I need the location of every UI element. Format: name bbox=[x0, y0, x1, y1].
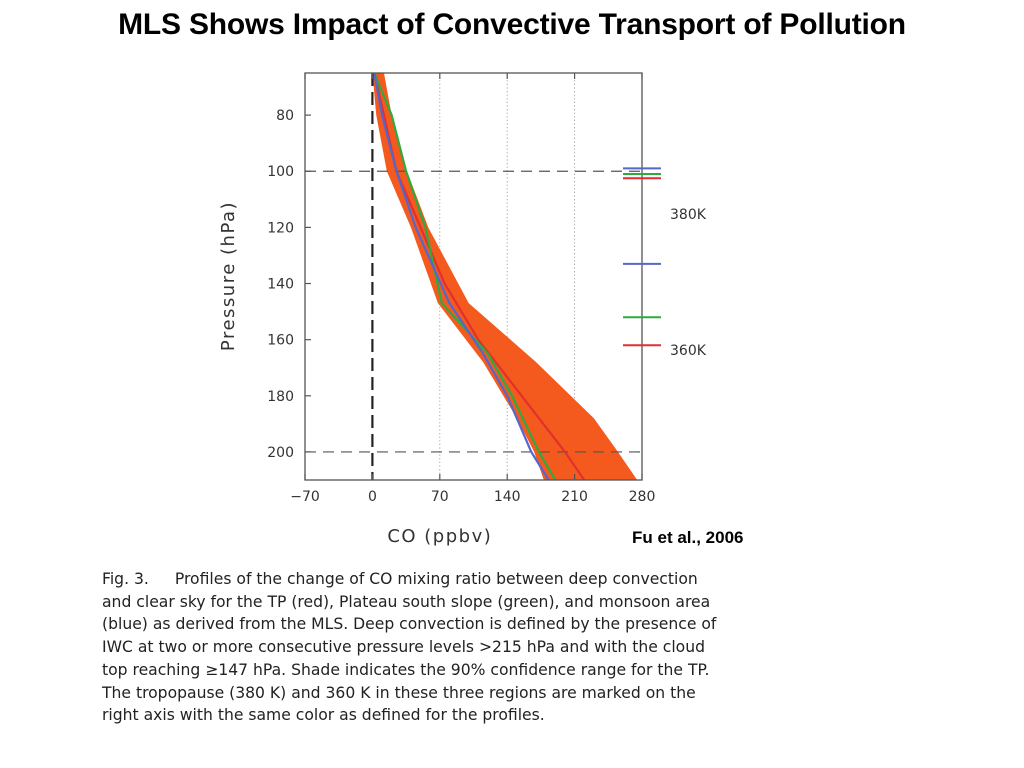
right-axis-marker-label: 380K bbox=[670, 207, 707, 223]
series-line bbox=[373, 73, 586, 480]
x-tick-label: −70 bbox=[290, 489, 320, 505]
x-tick-label: 210 bbox=[561, 489, 588, 505]
citation: Fu et al., 2006 bbox=[632, 528, 744, 547]
caption-line: Fig. 3. Profiles of the change of CO mixi… bbox=[102, 568, 832, 591]
y-tick-label: 100 bbox=[267, 164, 294, 180]
y-tick-label: 80 bbox=[276, 108, 294, 124]
plot-area bbox=[305, 73, 642, 480]
caption-line: (blue) as derived from the MLS. Deep con… bbox=[102, 615, 717, 634]
y-tick-label: 200 bbox=[267, 445, 294, 461]
right-axis-marker-label: 360K bbox=[670, 343, 707, 359]
confidence-band bbox=[372, 73, 638, 480]
caption-line: right axis with the same color as define… bbox=[102, 706, 545, 725]
caption-line: IWC at two or more consecutive pressure … bbox=[102, 638, 705, 657]
figure-caption: Fig. 3. Profiles of the change of CO mixi… bbox=[102, 568, 832, 727]
series-line bbox=[373, 73, 550, 480]
x-tick-label: 70 bbox=[431, 489, 449, 505]
y-tick-label: 180 bbox=[267, 389, 294, 405]
y-tick-label: 160 bbox=[267, 333, 294, 349]
plot-frame bbox=[304, 72, 643, 481]
y-tick-label: 140 bbox=[267, 277, 294, 293]
caption-line: and clear sky for the TP (red), Plateau … bbox=[102, 592, 711, 611]
x-tick-label: 140 bbox=[494, 489, 521, 505]
series-line bbox=[373, 73, 557, 480]
slide-title: MLS Shows Impact of Convective Transport… bbox=[118, 8, 906, 41]
caption-line: top reaching ≥147 hPa. Shade indicates t… bbox=[102, 660, 710, 679]
caption-text: Profiles of the change of CO mixing rati… bbox=[174, 570, 698, 588]
x-axis-label: CO (ppbv) bbox=[387, 526, 492, 547]
caption-line: The tropopause (380 K) and 360 K in thes… bbox=[102, 683, 696, 702]
y-tick-label: 120 bbox=[267, 220, 294, 236]
x-tick-label: 280 bbox=[629, 489, 656, 505]
y-axis-label: Pressure (hPa) bbox=[218, 201, 239, 351]
x-tick-label: 0 bbox=[368, 489, 377, 505]
figure-label: Fig. 3. bbox=[102, 570, 149, 588]
